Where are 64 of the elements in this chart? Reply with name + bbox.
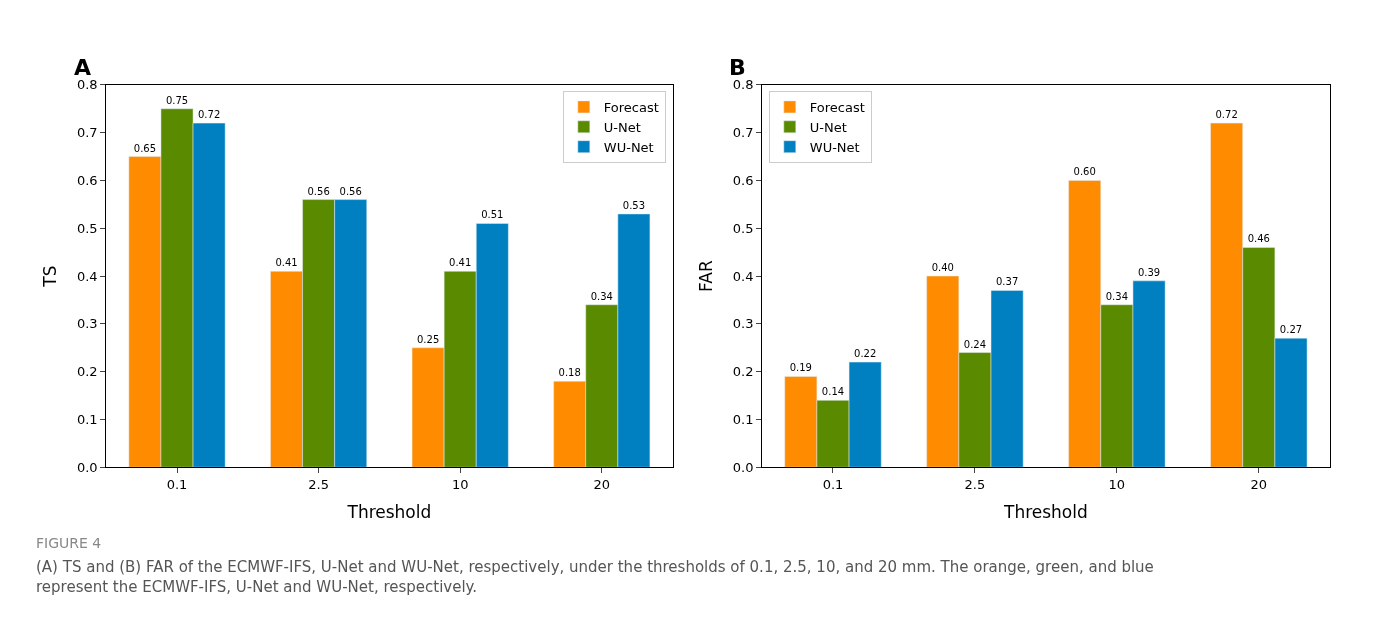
x-tick-label: 0.1	[166, 476, 188, 492]
data-label: 0.65	[133, 142, 157, 154]
y-tick-label: 0.7	[732, 125, 754, 141]
x-axis-title: Threshold	[1003, 502, 1088, 523]
data-label: 0.72	[197, 109, 221, 121]
legend-label: Forecast	[603, 99, 659, 115]
data-label: 0.53	[622, 199, 646, 211]
data-label: 0.72	[1215, 109, 1238, 121]
y-tick-label: 0.1	[732, 412, 754, 428]
data-label: 0.39	[1137, 266, 1161, 278]
data-label: 0.37	[995, 276, 1019, 288]
data-label: 0.40	[931, 262, 954, 274]
y-tick-label: 0.2	[732, 364, 754, 380]
x-tick-label: 20	[1250, 476, 1268, 492]
y-tick-label: 0.6	[732, 173, 754, 189]
y-tick-label: 0.4	[732, 268, 754, 284]
data-label: 0.56	[307, 185, 330, 197]
legend-label: WU-Net	[603, 139, 654, 155]
chart-title: B	[729, 55, 746, 80]
data-label: 0.41	[275, 257, 298, 269]
data-label: 0.56	[339, 185, 362, 197]
data-label: 0.19	[789, 362, 812, 374]
chart-title: A	[74, 55, 92, 80]
y-tick-label: 0.1	[76, 412, 98, 428]
data-label: 0.46	[1247, 233, 1270, 245]
y-tick-label: 0.2	[76, 364, 98, 380]
legend-label: U-Net	[603, 119, 641, 135]
data-label: 0.18	[558, 367, 581, 379]
data-label: 0.24	[963, 338, 987, 350]
legend-label: U-Net	[809, 119, 847, 135]
data-label: 0.60	[1073, 166, 1096, 178]
y-tick-label: 0.8	[732, 77, 754, 93]
data-label: 0.27	[1279, 324, 1303, 336]
data-label: 0.34	[590, 290, 613, 302]
data-label: 0.34	[1105, 290, 1128, 302]
data-label: 0.14	[821, 386, 845, 398]
y-tick-label: 0.5	[76, 220, 98, 236]
legend-label: Forecast	[809, 99, 865, 115]
data-label: 0.25	[416, 333, 440, 345]
y-tick-label: 0.3	[76, 316, 98, 332]
y-axis-title: TS	[40, 265, 61, 288]
data-label: 0.22	[854, 348, 877, 360]
data-label: 0.51	[481, 209, 504, 221]
y-tick-label: 0.3	[732, 316, 754, 332]
legend-label: WU-Net	[809, 139, 860, 155]
y-tick-label: 0.8	[76, 77, 98, 93]
y-tick-label: 0.6	[76, 173, 98, 189]
data-label: 0.75	[165, 94, 189, 106]
x-axis-title: Threshold	[346, 502, 432, 523]
x-tick-label: 2.5	[964, 476, 986, 492]
y-tick-label: 0.5	[732, 220, 754, 236]
y-axis-title: FAR	[696, 260, 717, 292]
y-tick-label: 0.0	[76, 459, 98, 475]
y-tick-label: 0.0	[732, 459, 754, 475]
x-tick-label: 2.5	[308, 476, 329, 492]
x-tick-label: 10	[451, 476, 469, 492]
y-tick-label: 0.4	[76, 268, 98, 284]
x-tick-label: 0.1	[822, 476, 844, 492]
x-tick-label: 20	[593, 476, 611, 492]
data-label: 0.41	[449, 257, 472, 269]
x-tick-label: 10	[1108, 476, 1126, 492]
text: (A) TS and (B) FAR of the ECMWF-IFS, U-Net and WU-Net, respectively, under the thresholds of 0.1, 2.5, 10, and 20 mm. The orange, green, and blue represent the ECMWF-IFS, U-Net and WU-Net, respectively.	[36, 558, 1154, 596]
caption: FIGURE 4	[36, 535, 102, 551]
y-tick-label: 0.7	[76, 125, 98, 141]
